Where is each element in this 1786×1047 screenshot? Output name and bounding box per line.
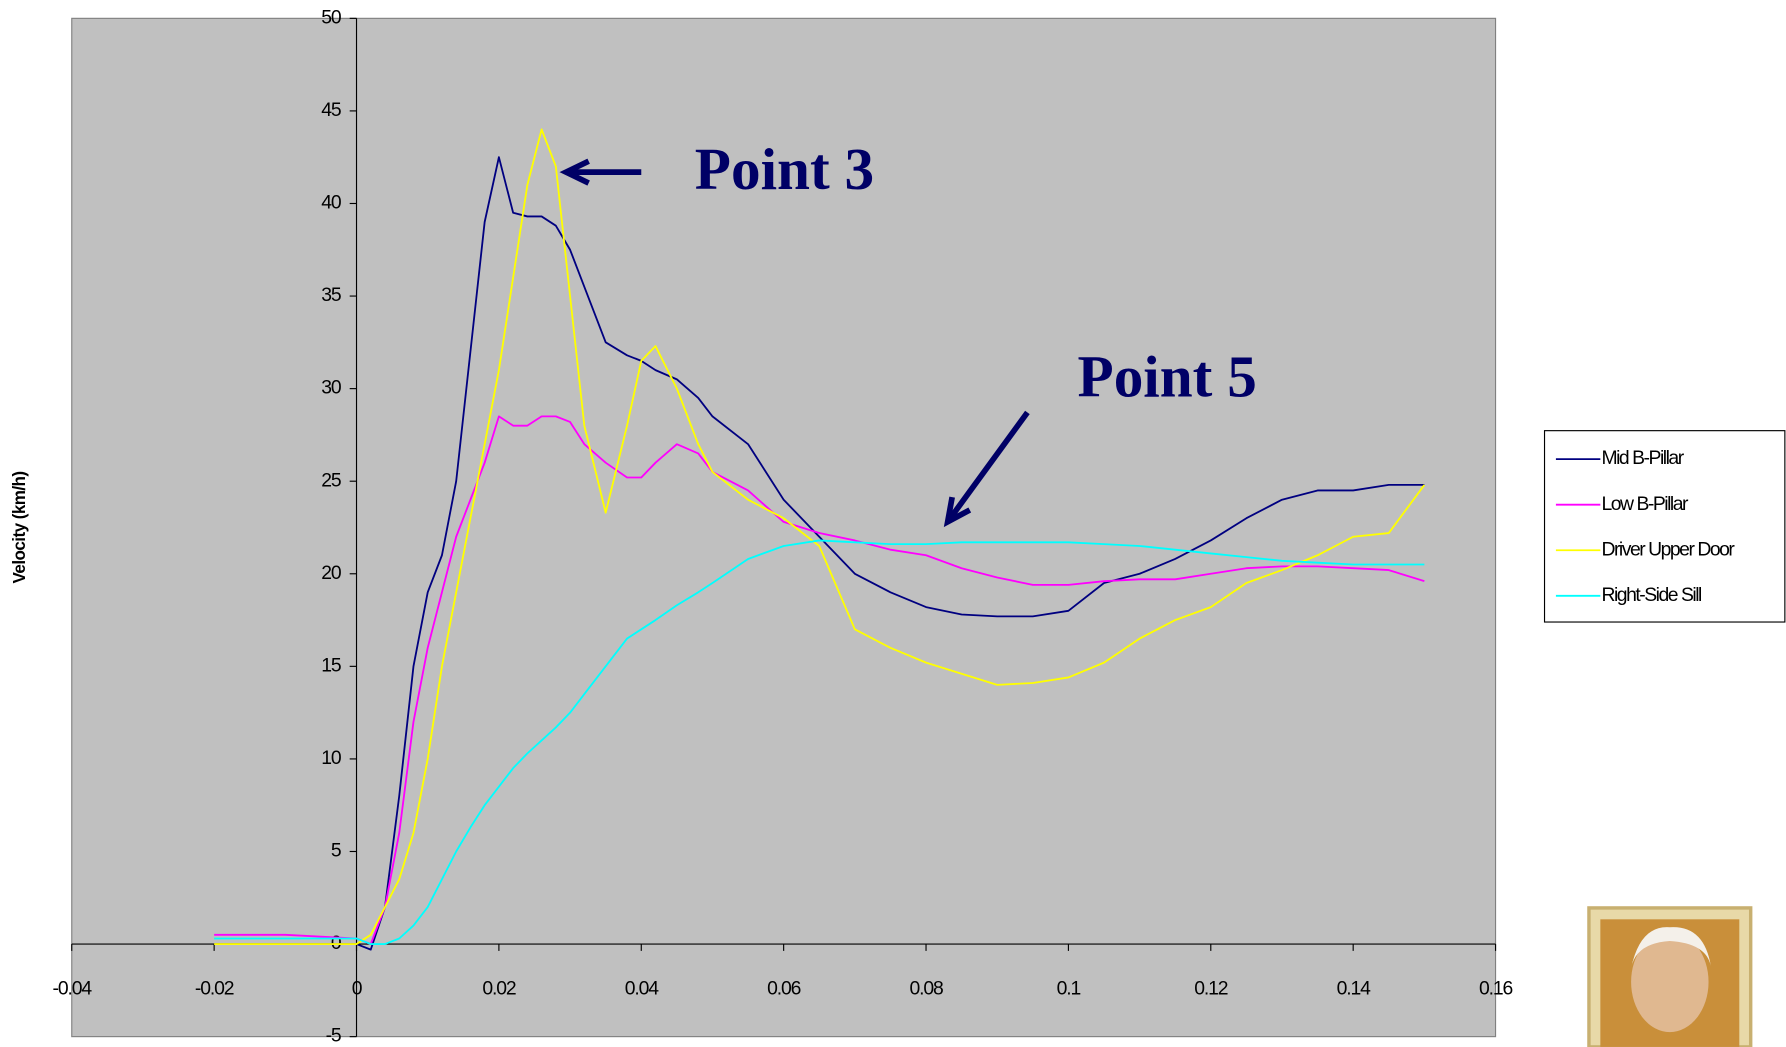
y-tick-label: 30 bbox=[321, 377, 342, 399]
y-tick-label: 15 bbox=[321, 654, 341, 676]
plot-area bbox=[71, 17, 1497, 1038]
y-tick-label: -5 bbox=[326, 1025, 341, 1047]
legend-label: Driver Upper Door bbox=[1601, 538, 1735, 560]
y-tick-label: 10 bbox=[321, 747, 342, 769]
legend-label: Right-Side Sill bbox=[1601, 584, 1701, 606]
x-tick-label: 0.08 bbox=[909, 978, 942, 1000]
y-tick-label: 40 bbox=[321, 192, 342, 214]
annotation: Point 5 bbox=[1078, 343, 1257, 409]
x-tick-label: -0.02 bbox=[195, 978, 234, 1000]
x-tick-label: 0.06 bbox=[767, 978, 800, 1000]
annotation-arrowhead bbox=[943, 496, 972, 528]
y-tick-label: 50 bbox=[321, 6, 342, 28]
x-tick-label: 0.16 bbox=[1479, 978, 1512, 1000]
series-line bbox=[214, 156, 1425, 951]
annotation-arrowhead bbox=[559, 158, 590, 186]
y-tick-label: 45 bbox=[321, 99, 341, 121]
x-tick-label: 0.14 bbox=[1337, 978, 1371, 1000]
legend-box bbox=[1543, 430, 1786, 623]
y-tick-label: 5 bbox=[331, 840, 341, 862]
annotation: Point 3 bbox=[695, 136, 874, 202]
x-tick-label: 0.1 bbox=[1057, 978, 1081, 1000]
legend-label: Mid B-Pillar bbox=[1601, 447, 1684, 469]
y-tick-label: 25 bbox=[321, 469, 341, 491]
series-line bbox=[214, 539, 1425, 945]
x-tick-label: 0.02 bbox=[482, 978, 515, 1000]
legend-label: Low B-Pillar bbox=[1601, 493, 1689, 515]
x-tick-label: 0.12 bbox=[1194, 978, 1227, 1000]
portrait bbox=[1587, 906, 1753, 1047]
series-line bbox=[214, 415, 1425, 945]
x-tick-label: 0 bbox=[352, 978, 363, 1000]
y-tick-label: 20 bbox=[321, 562, 342, 584]
y-axis-label: Velocity (km/h) bbox=[10, 471, 29, 583]
x-tick-label: -0.04 bbox=[53, 978, 93, 1000]
x-tick-label: 0.04 bbox=[625, 978, 659, 1000]
series-line bbox=[214, 128, 1426, 945]
annotation-arrow bbox=[945, 410, 1030, 524]
y-tick-label: 35 bbox=[321, 284, 341, 306]
